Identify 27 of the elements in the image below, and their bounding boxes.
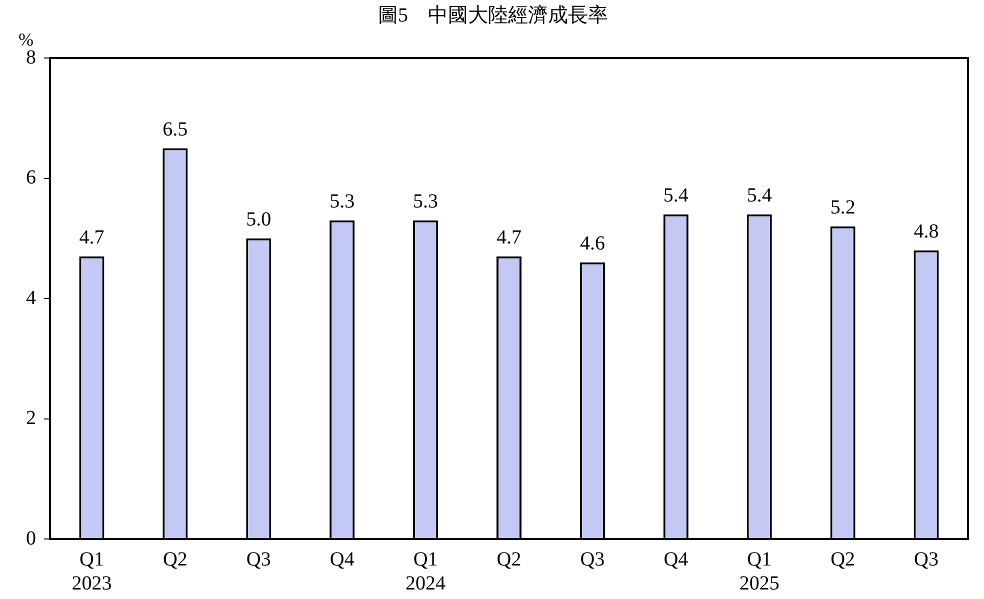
y-tick-label: 4 [26, 286, 36, 309]
data-label: 4.7 [496, 226, 522, 249]
x-tick-label: Q2 [162, 548, 188, 570]
x-tick-label: Q1 2024 [406, 548, 446, 594]
data-label: 4.6 [580, 232, 605, 255]
x-tick-label: Q4 [330, 548, 354, 570]
data-label: 5.4 [663, 184, 688, 207]
x-tick-label: Q3 [246, 548, 271, 570]
y-tick-label: 2 [26, 407, 36, 429]
x-tick-label: Q4 [664, 548, 688, 570]
data-label: 5.4 [746, 184, 772, 207]
x-tick-label: Q1 2023 [72, 548, 112, 594]
data-label: 5.2 [830, 196, 856, 219]
x-tick-label: Q3 [580, 548, 605, 570]
chart-title: 圖5 中國大陸經濟成長率 [378, 4, 608, 26]
x-tick-label: Q2 [830, 548, 856, 570]
data-label: 5.3 [330, 190, 355, 213]
data-label: 4.7 [79, 226, 104, 249]
x-tick-label: Q1 2025 [739, 548, 780, 594]
x-tick-label: Q3 [914, 548, 938, 570]
data-label: 5.3 [413, 190, 438, 213]
x-tick-label: Q2 [496, 548, 522, 570]
data-label: 6.5 [162, 118, 188, 140]
y-tick-label: 6 [26, 166, 36, 188]
data-label: 5.0 [246, 208, 272, 231]
y-tick-label: 0 [26, 527, 36, 550]
data-label: 4.8 [914, 220, 939, 243]
